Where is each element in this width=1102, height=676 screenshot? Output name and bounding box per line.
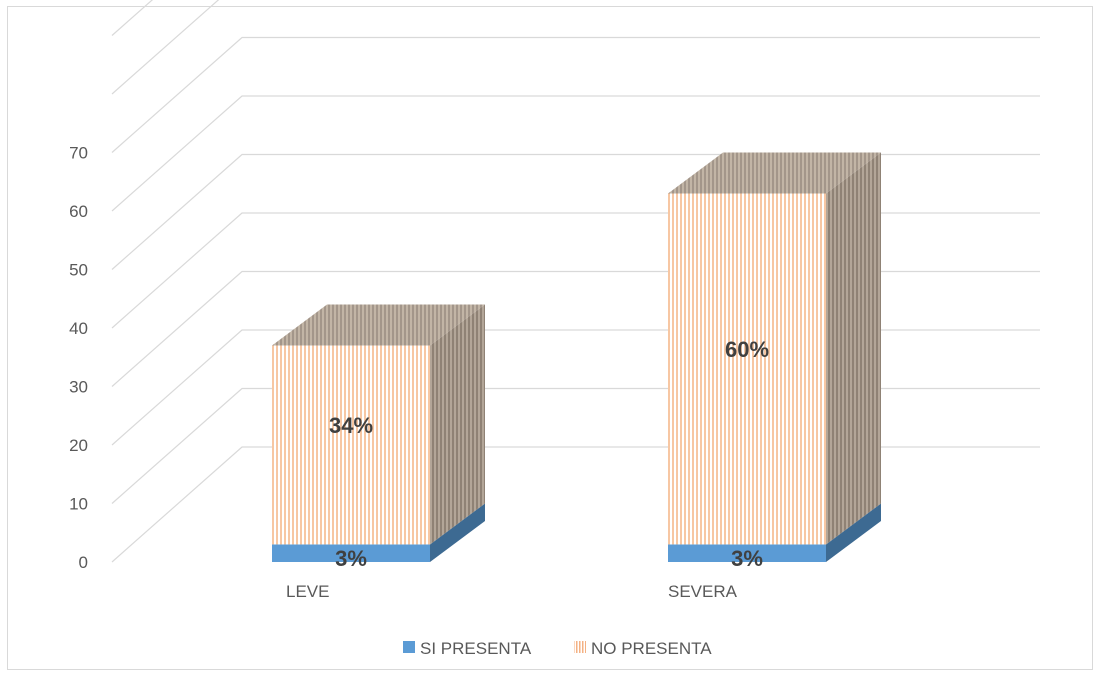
- bar-si-presenta-severa: [668, 544, 826, 562]
- gridline: [111, 95, 1040, 212]
- bar-side-no-presenta: [826, 152, 881, 545]
- data-label: 3%: [731, 546, 763, 571]
- data-label: 60%: [725, 337, 769, 362]
- bar-top: [668, 152, 881, 194]
- bar-no-presenta-severa: [668, 193, 826, 545]
- gridlines: [111, 0, 1040, 563]
- y-tick-label: 20: [69, 436, 88, 455]
- category-label: LEVE: [286, 582, 329, 601]
- y-tick-label: 0: [79, 553, 88, 572]
- y-tick-label: 60: [69, 202, 88, 221]
- y-axis-ticks: 0 10 20 30 40 50 60 70: [69, 144, 88, 573]
- gridline: [111, 36, 1040, 153]
- y-tick-label: 10: [69, 495, 88, 514]
- legend-label-si-presenta: SI PRESENTA: [420, 639, 532, 658]
- legend: SI PRESENTA NO PRESENTA: [403, 639, 712, 658]
- gridline: [111, 0, 154, 36]
- chart-frame: [7, 6, 1093, 670]
- category-label: SEVERA: [668, 582, 738, 601]
- x-axis-categories: LEVE SEVERA: [286, 582, 738, 601]
- gridline: [111, 446, 1040, 563]
- bar-side-no-presenta: [430, 304, 485, 545]
- gridline: [111, 270, 1040, 387]
- y-tick-label: 30: [69, 378, 88, 397]
- gridline: [111, 387, 1040, 504]
- legend-label-no-presenta: NO PRESENTA: [591, 639, 712, 658]
- bars: [272, 152, 881, 562]
- gridline: [111, 0, 220, 95]
- gridline: [111, 153, 1040, 270]
- legend-swatch-no-presenta: [574, 641, 586, 653]
- gridline: [111, 212, 1040, 329]
- data-labels: 3% 34% 3% 60%: [329, 337, 769, 571]
- y-tick-label: 40: [69, 319, 88, 338]
- bar-side-si-presenta: [826, 503, 881, 562]
- y-tick-label: 70: [69, 144, 88, 163]
- bar-top: [272, 304, 485, 346]
- bar-si-presenta-leve: [272, 544, 430, 562]
- legend-swatch-si-presenta: [403, 641, 415, 653]
- data-label: 34%: [329, 413, 373, 438]
- y-tick-label: 50: [69, 261, 88, 280]
- bar-no-presenta-leve: [272, 345, 430, 545]
- data-label: 3%: [335, 546, 367, 571]
- gridline: [111, 329, 1040, 446]
- bar-side-si-presenta: [430, 503, 485, 562]
